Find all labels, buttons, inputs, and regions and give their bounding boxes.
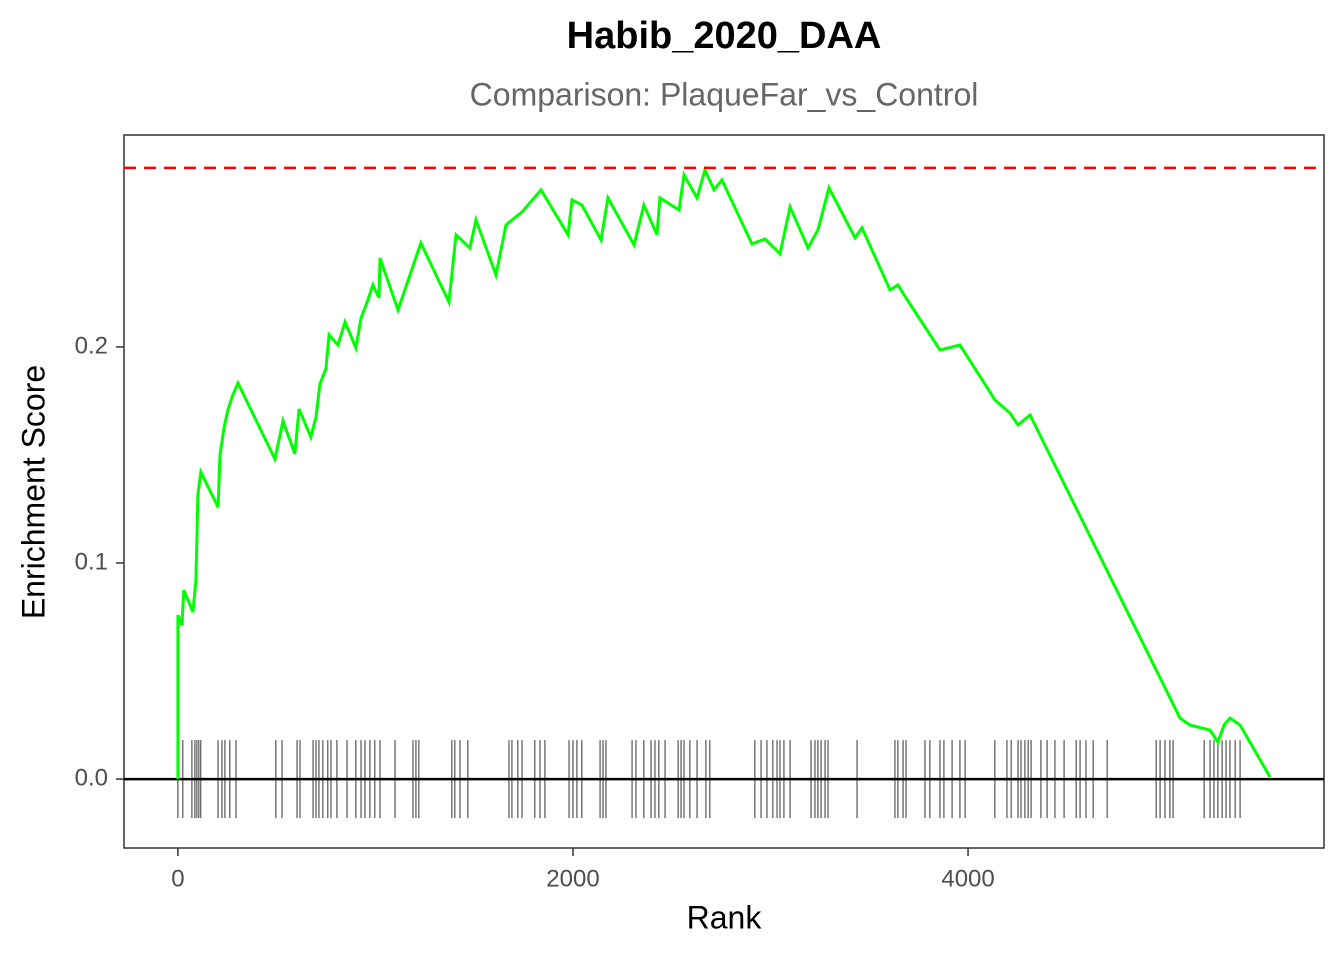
- x-axis-label: Rank: [687, 899, 763, 935]
- x-tick-label: 0: [171, 865, 184, 892]
- chart-title: Habib_2020_DAA: [567, 15, 882, 57]
- y-axis-label: Enrichment Score: [15, 365, 51, 619]
- y-tick-label: 0.0: [75, 764, 108, 791]
- x-tick-label: 2000: [546, 865, 599, 892]
- x-tick-label: 4000: [941, 865, 994, 892]
- y-tick-label: 0.2: [75, 332, 108, 359]
- chart-subtitle: Comparison: PlaqueFar_vs_Control: [470, 76, 979, 112]
- es-line: [176, 165, 1272, 780]
- plot-panel: [123, 134, 1325, 849]
- y-tick-label: 0.1: [75, 548, 108, 575]
